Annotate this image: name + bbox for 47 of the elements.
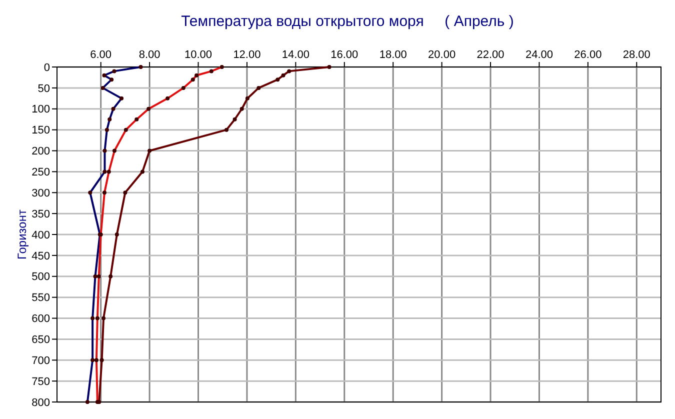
chart-title: Температура воды открытого моря ( Апрель ) bbox=[181, 13, 514, 30]
y-tick-label: 800 bbox=[32, 396, 50, 409]
x-tick-label: 22.00 bbox=[476, 49, 504, 61]
y-tick-label: 650 bbox=[32, 334, 50, 346]
y-axis-title: Горизонт bbox=[15, 209, 29, 260]
point bbox=[240, 106, 244, 111]
y-tick-label: 0 bbox=[44, 62, 50, 74]
point bbox=[148, 148, 152, 153]
point bbox=[232, 117, 237, 122]
y-tick-label: 50 bbox=[38, 82, 50, 95]
x-tick-label: 24.00 bbox=[525, 49, 553, 61]
y-tick-label: 200 bbox=[32, 146, 50, 158]
y-tick-label: 750 bbox=[32, 376, 50, 388]
x-tick-label: 16.00 bbox=[330, 49, 358, 61]
y-tick-label: 600 bbox=[32, 313, 50, 326]
y-tick-label: 350 bbox=[32, 208, 50, 220]
x-tick-label: 18.00 bbox=[379, 49, 407, 61]
x-tick-label: 14.00 bbox=[282, 49, 310, 61]
y-tick-label: 250 bbox=[32, 166, 50, 179]
point bbox=[114, 232, 119, 236]
x-tick-label: 10.00 bbox=[184, 49, 212, 61]
point bbox=[224, 128, 229, 132]
y-tick-label: 550 bbox=[32, 292, 50, 304]
point bbox=[276, 78, 280, 82]
x-tick-label: 8.00 bbox=[138, 49, 160, 61]
x-tick-label: 20.00 bbox=[428, 49, 456, 61]
point bbox=[102, 316, 106, 320]
point bbox=[327, 65, 332, 69]
point bbox=[108, 274, 113, 278]
point bbox=[256, 86, 261, 90]
x-tick-label: 6.00 bbox=[90, 49, 112, 61]
x-tick-label: 26.00 bbox=[574, 49, 602, 61]
y-tick-label: 150 bbox=[32, 124, 50, 137]
point bbox=[140, 170, 144, 174]
y-tick-label: 700 bbox=[32, 354, 50, 367]
y-tick-label: 300 bbox=[32, 187, 50, 200]
point bbox=[100, 358, 104, 362]
x-tick-label: 28.00 bbox=[622, 49, 650, 61]
point bbox=[281, 73, 286, 78]
y-tick-label: 500 bbox=[32, 271, 50, 284]
y-tick-label: 400 bbox=[32, 229, 50, 242]
point bbox=[123, 190, 128, 195]
x-tick-label: 12.00 bbox=[233, 49, 261, 61]
y-tick-label: 100 bbox=[32, 104, 50, 116]
point bbox=[245, 96, 250, 100]
y-tick-label: 450 bbox=[32, 250, 50, 262]
point bbox=[287, 69, 292, 74]
